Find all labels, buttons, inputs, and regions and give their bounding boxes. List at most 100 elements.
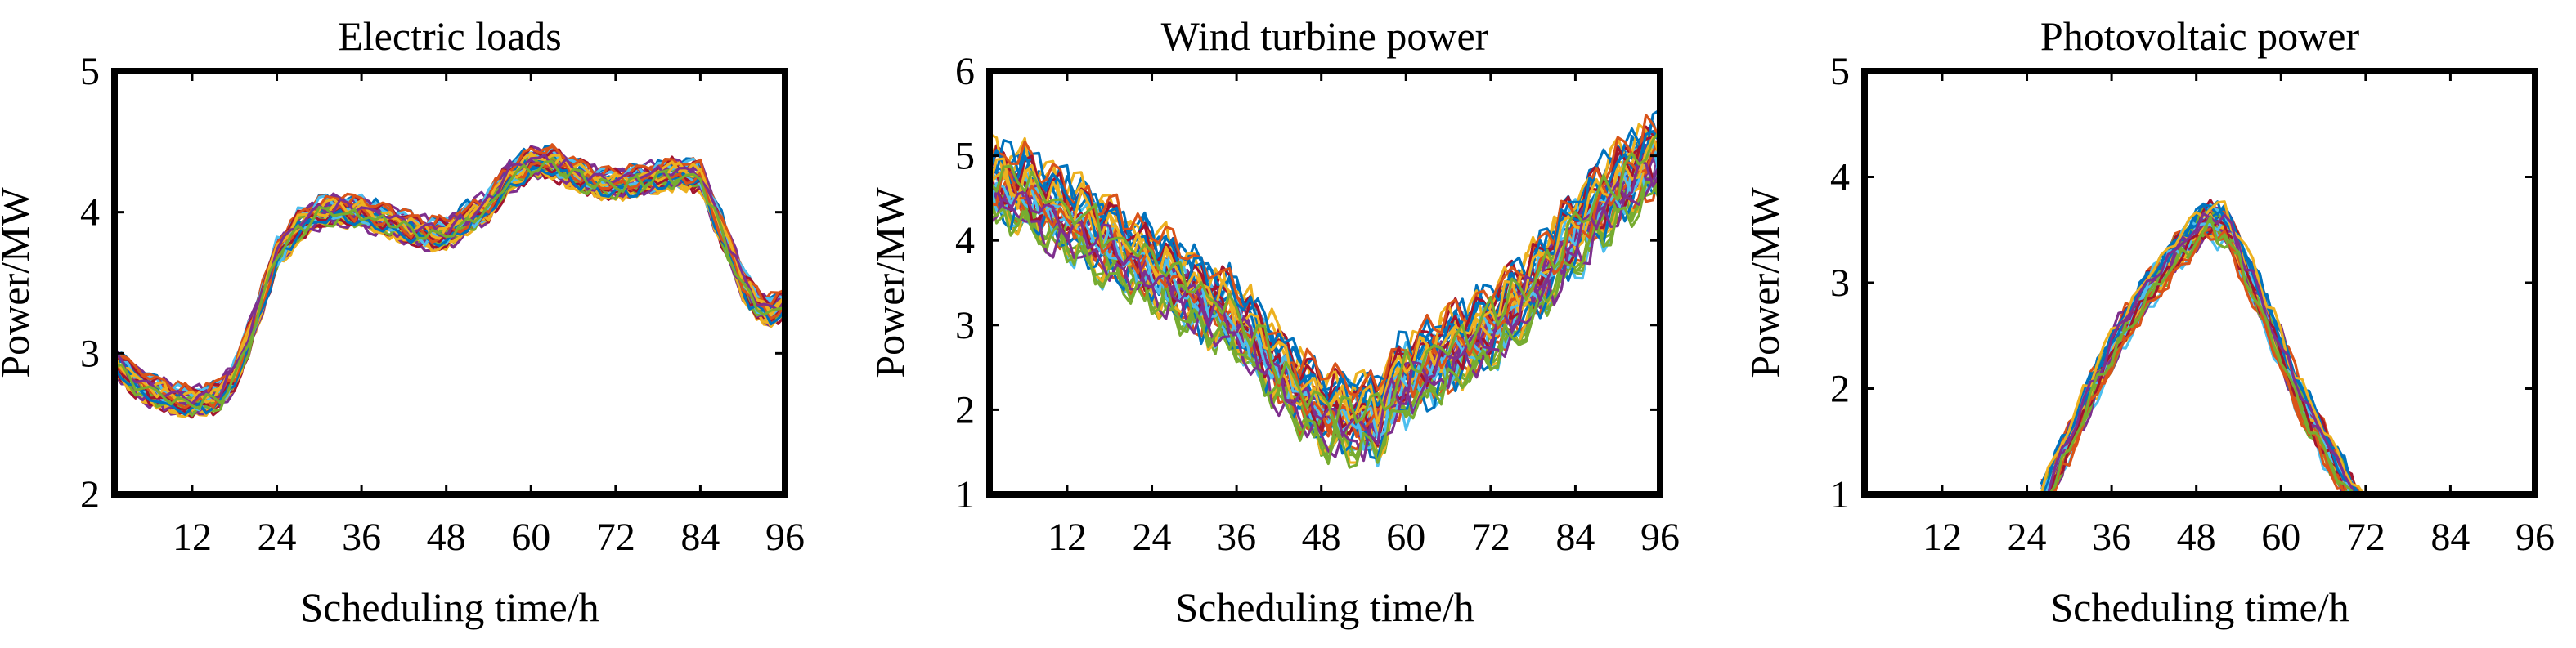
scenario-line [114,163,785,413]
scenario-line [2040,200,2361,494]
scenario-line [990,160,1660,463]
scenario-line [114,167,785,417]
chart-panel-1: 12 24 36 48 60 72 84 96 2 3 4 5 Electric loads Schedu… [0,13,805,630]
scenario-line [990,159,1660,445]
x-tick-label: 60 [2261,516,2300,559]
scenario-line [114,159,785,414]
x-tick-label: 24 [258,516,297,559]
scenario-line [2040,208,2363,494]
scenario-line [2041,204,2359,494]
x-tick-label: 24 [2008,516,2047,559]
x-tick-label: 36 [2092,516,2131,559]
scenario-series-group [990,109,1660,469]
scenario-series-group [114,143,785,419]
x-tick-label: 72 [596,516,635,559]
scenario-line [2040,208,2358,494]
axes-box [1861,68,2538,498]
y-tick-label: 3 [1830,261,1850,305]
x-tick-label: 48 [1302,516,1341,559]
scenario-line [2042,202,2358,494]
scenario-line [2040,206,2361,494]
scenario-line [114,159,785,407]
scenario-line [114,163,785,409]
scenario-line [2044,215,2350,494]
x-tick-label: 84 [680,516,720,559]
y-axis-label: Power/MW [1742,187,1788,378]
chart-title: Photovoltaic power [2040,13,2360,59]
scenario-line [2042,203,2359,494]
x-tick-label: 12 [173,516,212,559]
chart-title: Electric loads [338,13,562,59]
scenario-series-group [2040,199,2365,494]
y-tick-label: 2 [955,388,975,431]
scenario-line [114,161,785,409]
y-axis-label: Power/MW [867,187,913,378]
axes-box [986,68,1663,498]
x-tick-label: 36 [342,516,381,559]
scenario-line [2040,203,2359,494]
x-tick-label: 96 [1640,516,1680,559]
scenario-line [2044,217,2351,494]
scenario-line [114,159,785,409]
scenario-line [114,161,785,412]
scenario-line [2046,212,2356,494]
scenario-line [114,164,785,417]
scenario-line [2040,200,2365,494]
y-tick-label: 2 [80,473,100,516]
y-tick-label: 3 [80,332,100,375]
x-tick-label: 24 [1133,516,1172,559]
scenario-line [114,162,785,411]
scenario-line [2040,199,2358,494]
scenario-line [990,123,1660,405]
y-tick-label: 4 [1830,156,1850,199]
x-tick-label: 12 [1048,516,1087,559]
scenario-line [114,154,785,404]
x-tick-label: 72 [1471,516,1510,559]
scenario-line [990,136,1660,425]
x-tick-label: 84 [2430,516,2470,559]
x-tick-label: 36 [1217,516,1256,559]
x-tick-label: 96 [2515,516,2555,559]
x-axis-label: Scheduling time/h [2050,584,2349,630]
x-tick-label: 48 [427,516,466,559]
scenario-line [2048,216,2354,494]
y-tick-label: 1 [955,473,975,516]
scenario-line [114,163,785,416]
scenario-line [990,130,1660,428]
scenario-line [2045,214,2346,494]
y-tick-label: 6 [955,50,975,93]
scenario-line [114,155,785,405]
scenario-line [114,161,785,412]
x-tick-label: 84 [1555,516,1595,559]
scenario-line [990,180,1660,469]
x-tick-label: 60 [1386,516,1425,559]
scenario-line [990,180,1660,461]
scenario-line [114,163,785,417]
y-tick-label: 4 [955,219,975,262]
scenario-line [2040,200,2361,494]
scenario-line [2049,216,2351,494]
y-tick-label: 4 [80,191,100,235]
scenario-line [114,154,785,405]
x-tick-label: 60 [511,516,550,559]
scenario-line [114,161,785,411]
scenario-line [2045,219,2348,494]
scenario-line [114,154,785,408]
y-tick-label: 2 [1830,368,1850,411]
x-axis-label: Scheduling time/h [1175,584,1474,630]
axes-box [111,68,788,498]
scenario-line [2047,220,2346,494]
x-tick-label: 72 [2346,516,2385,559]
scenario-line [2049,215,2354,494]
scenario-line [114,163,785,418]
chart-title: Wind turbine power [1161,13,1489,59]
x-tick-label: 96 [765,516,805,559]
scenario-line [2042,217,2358,494]
scenario-line [2047,212,2356,494]
scenario-line [114,163,785,414]
y-tick-label: 5 [1830,50,1850,93]
scenario-line [114,159,785,410]
x-tick-label: 12 [1923,516,1962,559]
scenario-line [2045,213,2354,494]
